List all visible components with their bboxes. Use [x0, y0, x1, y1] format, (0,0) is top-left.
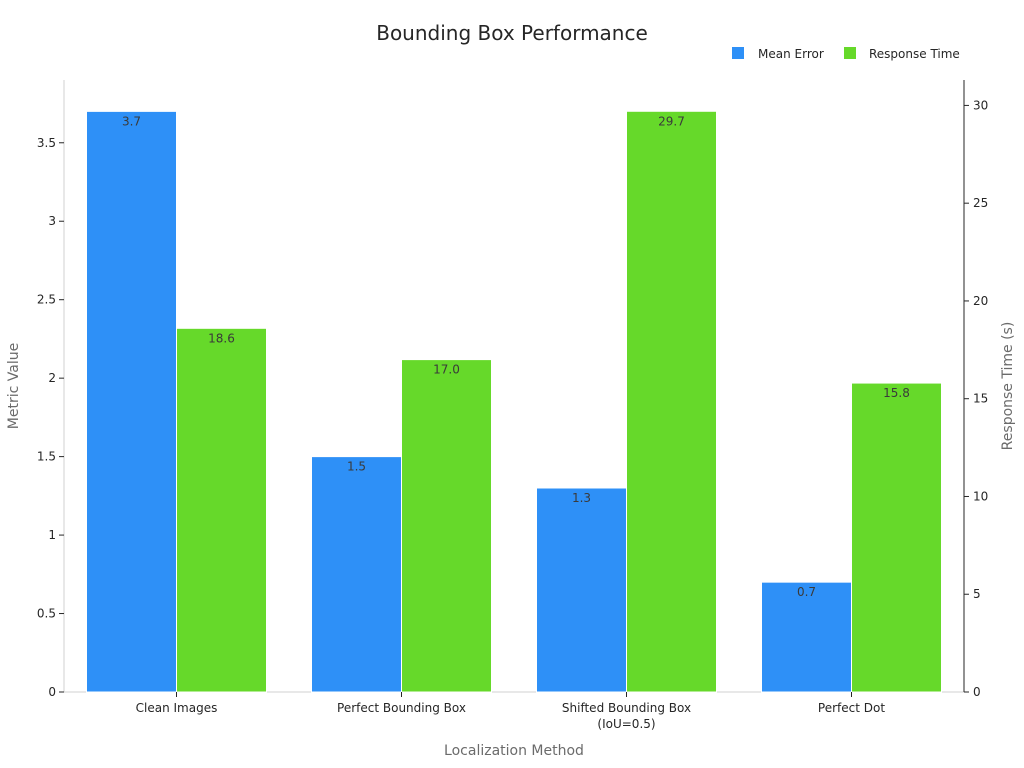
y-tick-label-5: 2.5 [37, 293, 56, 307]
bar-response-time-3 [851, 382, 942, 693]
data-label-mean-error-0: 3.7 [122, 114, 141, 128]
y2-tick-label-3: 15 [973, 392, 988, 406]
bars: 3.7 18.6 1.5 17.0 1.3 29.7 0.7 15.8 [86, 110, 942, 693]
x-axis-title: Localization Method [444, 743, 584, 759]
data-label-response-time-0: 18.6 [208, 331, 235, 345]
bar-mean-error-1 [311, 456, 402, 693]
bar-mean-error-0 [86, 110, 177, 693]
legend-swatch-response-time [844, 47, 856, 59]
chart-title: Bounding Box Performance [376, 21, 648, 45]
legend-label-mean-error: Mean Error [758, 47, 824, 61]
bar-response-time-0 [176, 327, 267, 693]
y2-tick-label-4: 20 [973, 294, 988, 308]
y-tick-label-1: 0.5 [37, 607, 56, 621]
x-tick-label-3-0: Perfect Dot [818, 701, 885, 715]
x-tick-label-1-0: Perfect Bounding Box [337, 701, 466, 715]
right-y-axis-ticks: 0 5 10 15 20 25 30 [964, 98, 988, 699]
x-tick-label-2-0: Shifted Bounding Box [562, 701, 691, 715]
data-label-response-time-2: 29.7 [658, 114, 685, 128]
bar-response-time-1 [401, 359, 492, 693]
legend-swatch-mean-error [732, 47, 744, 59]
x-tick-label-2-1: (IoU=0.5) [597, 717, 655, 731]
data-label-mean-error-1: 1.5 [347, 460, 366, 474]
data-label-mean-error-3: 0.7 [797, 585, 816, 599]
data-label-mean-error-2: 1.3 [572, 491, 591, 505]
x-tick-label-0-0: Clean Images [136, 701, 218, 715]
y2-tick-label-1: 5 [973, 587, 981, 601]
y-tick-label-0: 0 [48, 685, 56, 699]
bar-mean-error-3 [761, 581, 852, 693]
y-axis-title: Metric Value [6, 343, 22, 429]
data-label-response-time-1: 17.0 [433, 363, 460, 377]
y-tick-label-2: 1 [48, 528, 56, 542]
bar-mean-error-2 [536, 487, 627, 693]
legend-label-response-time: Response Time [869, 47, 960, 61]
x-axis-ticks: Clean Images Perfect Bounding Box Shifted … [136, 692, 885, 731]
y2-tick-label-5: 25 [973, 196, 988, 210]
y-tick-label-4: 2 [48, 371, 56, 385]
y2-tick-label-2: 10 [973, 489, 988, 503]
y2-tick-label-0: 0 [973, 685, 981, 699]
y-tick-label-7: 3.5 [37, 136, 56, 150]
data-label-response-time-3: 15.8 [883, 386, 910, 400]
y-tick-label-6: 3 [48, 214, 56, 228]
legend: Mean Error Response Time [732, 47, 960, 61]
left-y-axis-ticks: 0 0.5 1 1.5 2 2.5 3 3.5 [37, 136, 64, 699]
y2-axis-title: Response Time (s) [1000, 322, 1016, 451]
bar-response-time-2 [626, 110, 717, 693]
y2-tick-label-6: 30 [973, 98, 988, 112]
y-tick-label-3: 1.5 [37, 450, 56, 464]
